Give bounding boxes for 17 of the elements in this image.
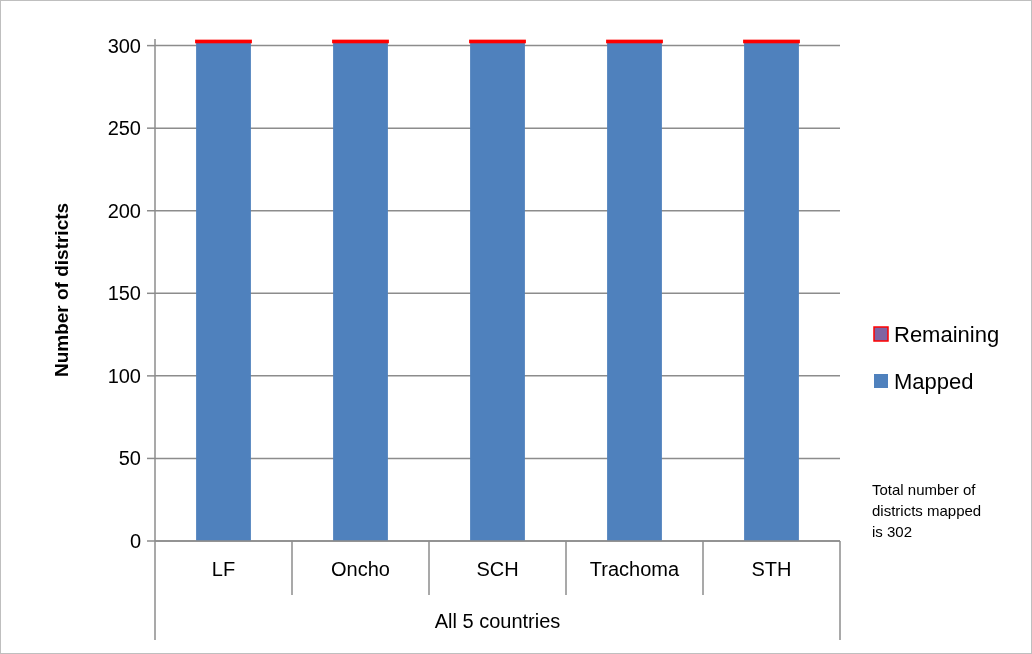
y-tick-label: 200 (107, 199, 141, 222)
x-tick-label: STH (751, 558, 792, 580)
x-axis-title: All 5 countries (434, 610, 561, 632)
y-tick-label: 250 (107, 117, 141, 140)
y-tick-label: 150 (107, 282, 141, 305)
y-tick-label: 300 (107, 34, 141, 57)
x-tick-label: SCH (476, 558, 519, 580)
x-tick-label: LF (211, 558, 236, 580)
legend-label: Remaining (894, 321, 1000, 347)
legend-label: Mapped (894, 368, 974, 394)
y-tick-label: 0 (129, 530, 141, 552)
x-tick-label: Trachoma (589, 558, 681, 580)
x-tick-label: Oncho (331, 558, 390, 580)
text: Total number of districts mapped is 302 (872, 481, 982, 540)
y-tick-label: 50 (118, 447, 141, 470)
y-tick-label: 100 (107, 364, 141, 387)
y-axis-title: Number of districts (51, 202, 72, 378)
